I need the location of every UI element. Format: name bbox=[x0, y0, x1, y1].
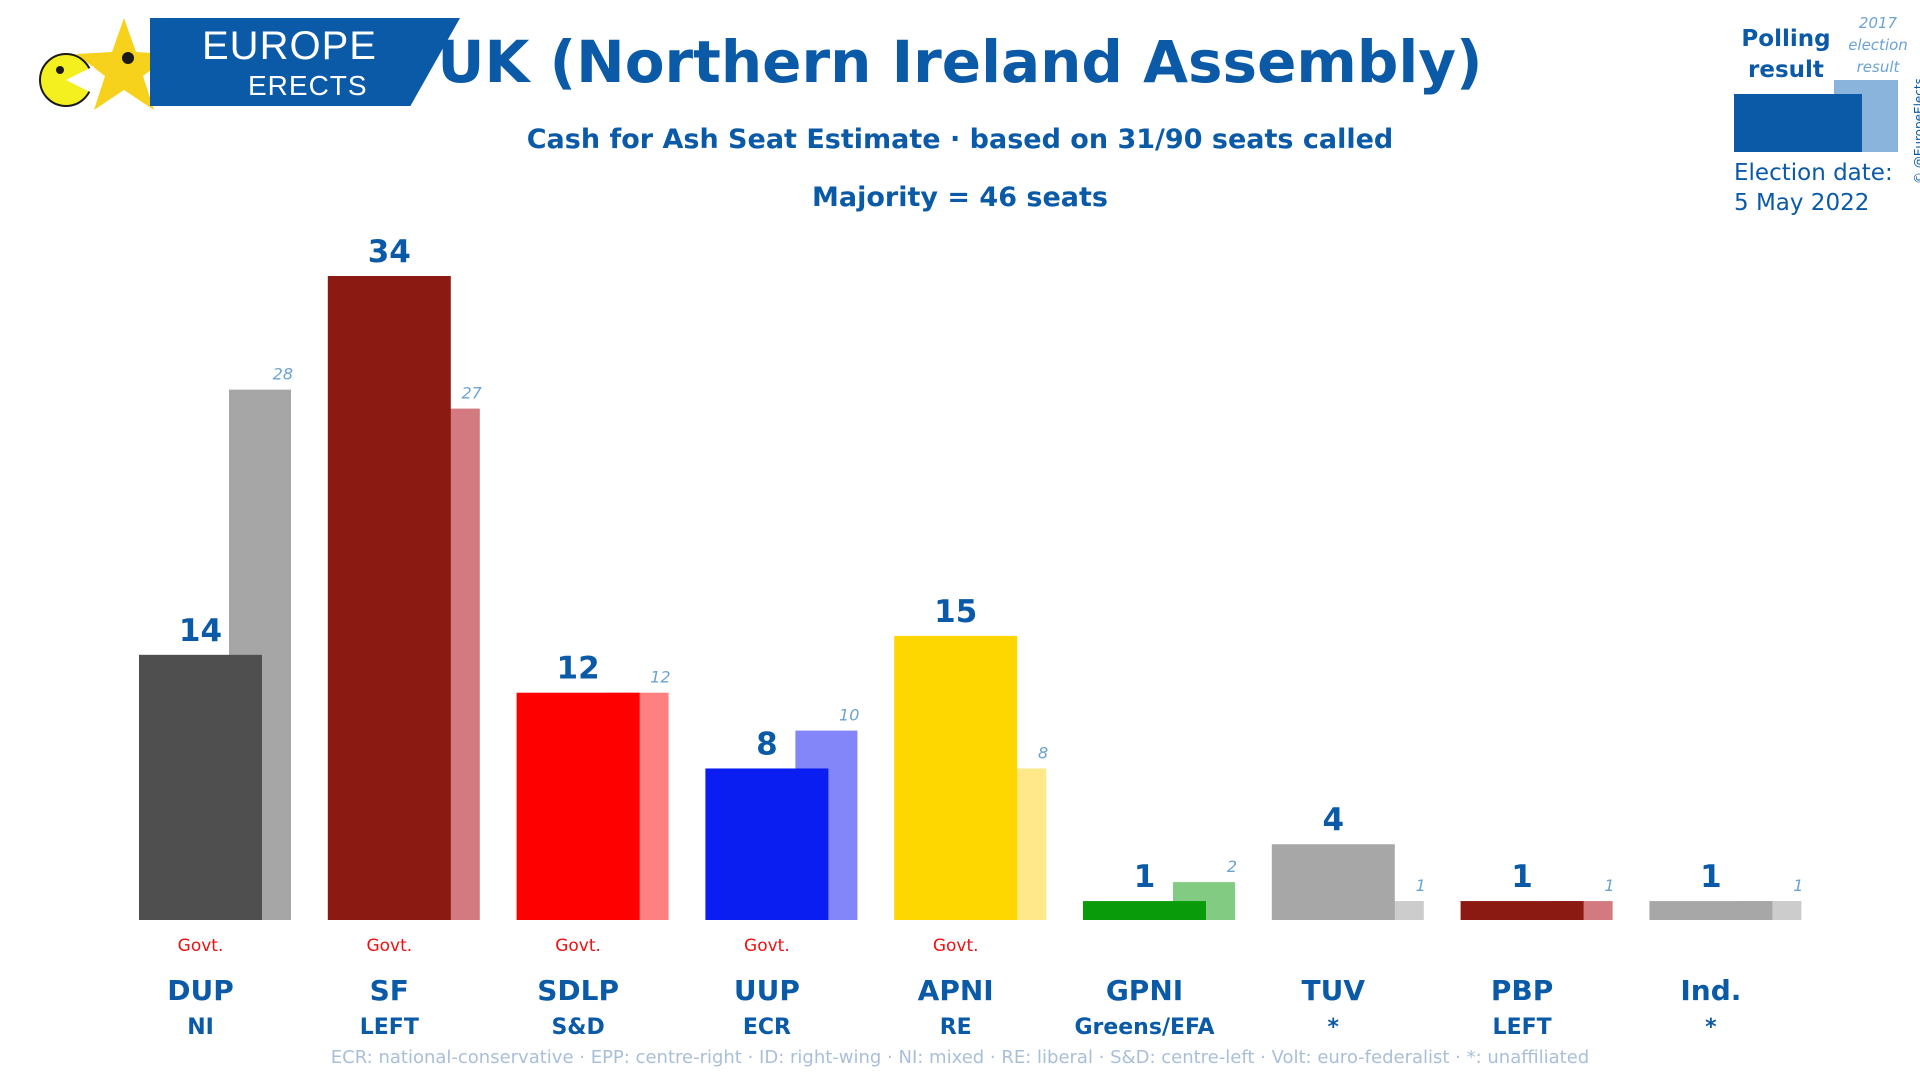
europe-elects-logo: EUROPE ERECTS bbox=[30, 18, 460, 110]
bar-polling-uup bbox=[705, 768, 829, 920]
party-group-tuv: * bbox=[1328, 1015, 1340, 1040]
govt-label-sf: Govt. bbox=[366, 936, 412, 956]
party-group-pbp: LEFT bbox=[1493, 1015, 1552, 1040]
legend-polling-line1: Polling bbox=[1741, 26, 1831, 52]
value-label-ind: 1 bbox=[1700, 859, 1722, 895]
value-label-tuv: 4 bbox=[1323, 802, 1345, 838]
bar-polling-gpni bbox=[1083, 901, 1206, 920]
value-label-pbp: 1 bbox=[1511, 859, 1533, 895]
value-label-dup: 14 bbox=[179, 613, 222, 649]
party-name-pbp: PBP bbox=[1491, 974, 1553, 1007]
bar-polling-dup bbox=[139, 654, 262, 920]
election-date-value: 5 May 2022 bbox=[1734, 190, 1870, 216]
bar-polling-pbp bbox=[1460, 901, 1584, 920]
star-pacman-icon bbox=[39, 18, 160, 110]
bar-polling-apni bbox=[894, 635, 1018, 920]
party-name-ind: Ind. bbox=[1680, 974, 1741, 1007]
legend-polling-swatch bbox=[1734, 94, 1862, 152]
legend-previous-line2: election bbox=[1848, 36, 1908, 54]
legend-previous-label: 2017 election result bbox=[1832, 12, 1920, 78]
previous-label-sdlp: 12 bbox=[650, 668, 670, 687]
legend-polling-label: Polling result bbox=[1736, 24, 1836, 86]
govt-label-dup: Govt. bbox=[178, 936, 224, 956]
party-name-sf: SF bbox=[370, 974, 409, 1007]
previous-label-dup: 28 bbox=[273, 365, 293, 384]
value-label-sf: 34 bbox=[368, 234, 411, 270]
party-group-dup: NI bbox=[187, 1015, 214, 1040]
legend-polling-line2: result bbox=[1748, 57, 1824, 83]
logo-text-europe: EUROPE bbox=[202, 24, 377, 68]
party-group-sf: LEFT bbox=[360, 1015, 419, 1040]
previous-label-uup: 10 bbox=[839, 706, 859, 725]
bar-polling-tuv bbox=[1271, 844, 1395, 920]
legend-previous-line3: result bbox=[1856, 58, 1900, 76]
value-label-gpni: 1 bbox=[1134, 859, 1156, 895]
previous-label-tuv: 1 bbox=[1416, 876, 1426, 895]
previous-label-sf: 27 bbox=[461, 384, 482, 403]
party-name-uup: UUP bbox=[734, 974, 800, 1007]
previous-label-gpni: 2 bbox=[1227, 857, 1237, 876]
value-label-apni: 15 bbox=[934, 594, 977, 630]
party-name-apni: APNI bbox=[918, 974, 994, 1007]
party-name-gpni: GPNI bbox=[1106, 974, 1183, 1007]
previous-label-pbp: 1 bbox=[1604, 876, 1614, 895]
bar-polling-sf bbox=[327, 276, 451, 920]
party-group-ind: * bbox=[1705, 1015, 1717, 1040]
party-name-tuv: TUV bbox=[1302, 974, 1366, 1007]
chart-title: UK (Northern Ireland Assembly) bbox=[437, 28, 1483, 96]
chart-subtitle: Cash for Ash Seat Estimate · based on 31… bbox=[526, 124, 1394, 155]
govt-label-sdlp: Govt. bbox=[555, 936, 601, 956]
logo-text-erects: ERECTS bbox=[248, 70, 368, 101]
majority-note: Majority = 46 seats bbox=[812, 182, 1108, 213]
footer-glossary: ECR: national-conservative · EPP: centre… bbox=[330, 1047, 1590, 1068]
party-group-apni: RE bbox=[940, 1015, 972, 1040]
value-label-sdlp: 12 bbox=[557, 651, 600, 687]
party-group-uup: ECR bbox=[743, 1015, 791, 1040]
bar-polling-ind bbox=[1649, 901, 1773, 920]
previous-label-apni: 8 bbox=[1038, 743, 1048, 762]
previous-label-ind: 1 bbox=[1793, 876, 1803, 895]
legend-previous-line1: 2017 bbox=[1858, 14, 1898, 32]
value-label-uup: 8 bbox=[756, 726, 778, 762]
party-name-sdlp: SDLP bbox=[537, 974, 619, 1007]
party-group-gpni: Greens/EFA bbox=[1074, 1015, 1214, 1040]
election-date-label: Election date: bbox=[1734, 160, 1893, 186]
govt-label-uup: Govt. bbox=[744, 936, 790, 956]
bar-polling-sdlp bbox=[516, 692, 640, 920]
party-group-sdlp: S&D bbox=[551, 1015, 604, 1040]
logo-banner bbox=[150, 18, 460, 106]
party-name-dup: DUP bbox=[167, 974, 234, 1007]
govt-label-apni: Govt. bbox=[933, 936, 979, 956]
